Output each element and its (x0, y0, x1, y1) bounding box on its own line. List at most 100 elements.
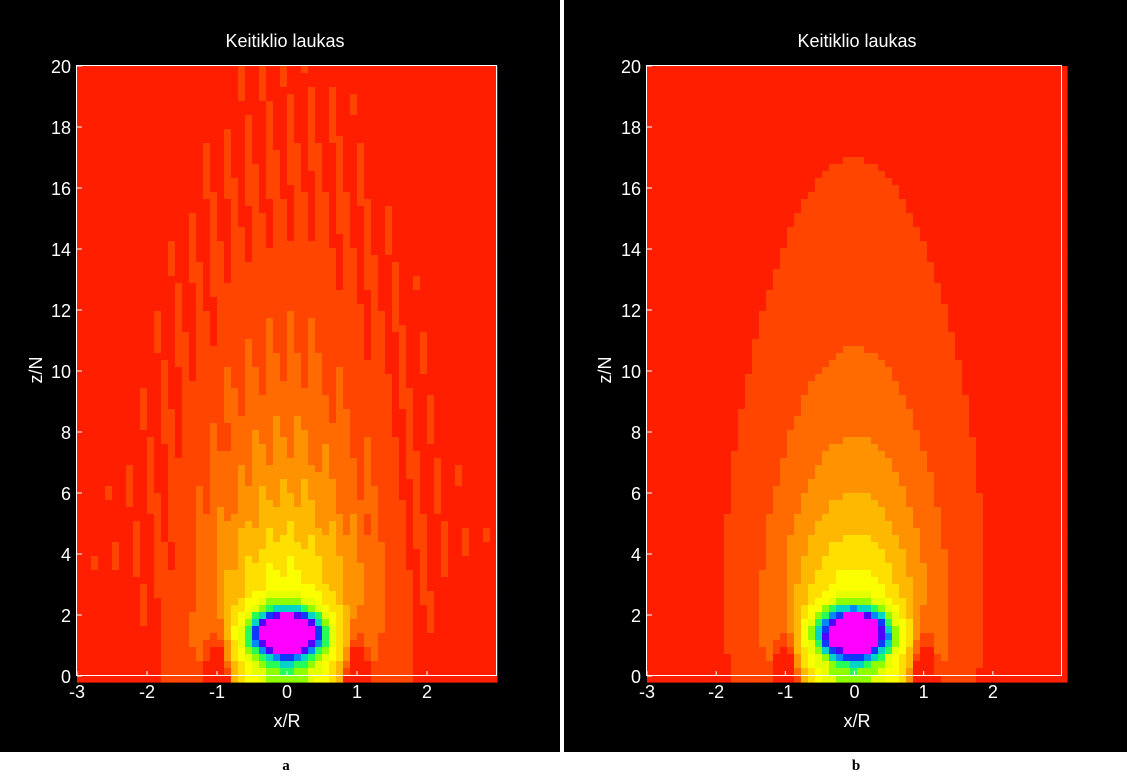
heatmap-cell (140, 199, 148, 207)
heatmap-cell (119, 283, 127, 291)
heatmap-cell (490, 304, 498, 312)
heatmap-cell (168, 353, 176, 361)
heatmap-cell (140, 248, 148, 256)
heatmap-cell (210, 423, 218, 431)
heatmap-cell (322, 178, 330, 186)
heatmap-cell (483, 150, 491, 158)
heatmap-cell (455, 269, 463, 277)
heatmap-cell (203, 542, 211, 550)
heatmap-cell (378, 206, 386, 214)
heatmap-cell (483, 346, 491, 354)
heatmap-cell (469, 521, 477, 529)
heatmap-cell (98, 549, 106, 557)
heatmap-cell (420, 150, 428, 158)
heatmap-cell (189, 304, 197, 312)
heatmap-cell (245, 332, 253, 340)
heatmap-cell (252, 577, 260, 585)
heatmap-cell (231, 367, 239, 375)
heatmap-cell (364, 143, 372, 151)
heatmap-cell (147, 486, 155, 494)
heatmap-cell (224, 353, 232, 361)
heatmap-cell (483, 87, 491, 95)
heatmap-cell (448, 605, 456, 613)
heatmap-cell (210, 486, 218, 494)
heatmap-cell (371, 402, 379, 410)
heatmap-cell (105, 444, 113, 452)
heatmap-cell (350, 220, 358, 228)
heatmap-cell (161, 479, 169, 487)
heatmap-cell (329, 528, 337, 536)
heatmap-cell (203, 640, 211, 648)
heatmap-cell (77, 647, 85, 655)
heatmap-cell (357, 472, 365, 480)
heatmap-cell (399, 276, 407, 284)
heatmap-cell (455, 402, 463, 410)
heatmap-cell (280, 311, 288, 319)
heatmap-cell (161, 619, 169, 627)
heatmap-cell (308, 101, 316, 109)
heatmap-cell (147, 66, 155, 74)
heatmap-cell (84, 612, 92, 620)
heatmap-cell (315, 493, 323, 501)
heatmap-cell (196, 164, 204, 172)
heatmap-cell (168, 227, 176, 235)
heatmap-cell (378, 374, 386, 382)
heatmap-cell (343, 255, 351, 263)
heatmap-cell (126, 381, 134, 389)
heatmap-cell (266, 73, 274, 81)
heatmap-cell (112, 276, 120, 284)
heatmap-cell (441, 304, 449, 312)
heatmap-cell (98, 402, 106, 410)
heatmap-cell (483, 227, 491, 235)
heatmap-cell (406, 136, 414, 144)
heatmap-cell (133, 479, 141, 487)
heatmap-cell (420, 486, 428, 494)
heatmap-cell (280, 297, 288, 305)
heatmap-cell (231, 185, 239, 193)
heatmap-cell (469, 507, 477, 515)
heatmap-cell (441, 591, 449, 599)
heatmap-cell (406, 164, 414, 172)
heatmap-cell (448, 633, 456, 641)
heatmap-cell (140, 353, 148, 361)
heatmap-cell (161, 283, 169, 291)
heatmap-cell (210, 521, 218, 529)
heatmap-cell (462, 374, 470, 382)
heatmap-cell (238, 178, 246, 186)
heatmap-cell (154, 318, 162, 326)
heatmap-cell (147, 472, 155, 480)
heatmap-cell (441, 563, 449, 571)
heatmap-cell (308, 507, 316, 515)
heatmap-cell (392, 171, 400, 179)
heatmap-cell (196, 66, 204, 74)
heatmap-cell (112, 500, 120, 508)
heatmap-cell (420, 129, 428, 137)
heatmap-cell (343, 381, 351, 389)
heatmap-cell (427, 423, 435, 431)
heatmap-cell (91, 87, 99, 95)
heatmap-cell (259, 318, 267, 326)
heatmap-cell (273, 493, 281, 501)
heatmap-cell (406, 619, 414, 627)
heatmap-cell (238, 521, 246, 529)
heatmap-cell (476, 87, 484, 95)
heatmap-cell (182, 304, 190, 312)
heatmap-cell (315, 353, 323, 361)
heatmap-cell (133, 500, 141, 508)
heatmap-cell (168, 80, 176, 88)
heatmap-cell (175, 276, 183, 284)
heatmap-cell (448, 577, 456, 585)
heatmap-cell (469, 276, 477, 284)
heatmap-cell (385, 381, 393, 389)
heatmap-cell (175, 262, 183, 270)
heatmap-cell (385, 360, 393, 368)
heatmap-cell (266, 556, 274, 564)
heatmap-cell (490, 80, 498, 88)
heatmap-cell (161, 395, 169, 403)
heatmap-cell (273, 598, 281, 606)
heatmap-cell (224, 206, 232, 214)
heatmap-cell (301, 479, 309, 487)
heatmap-cell (378, 213, 386, 221)
heatmap-cell (441, 157, 449, 165)
heatmap-cell (364, 136, 372, 144)
